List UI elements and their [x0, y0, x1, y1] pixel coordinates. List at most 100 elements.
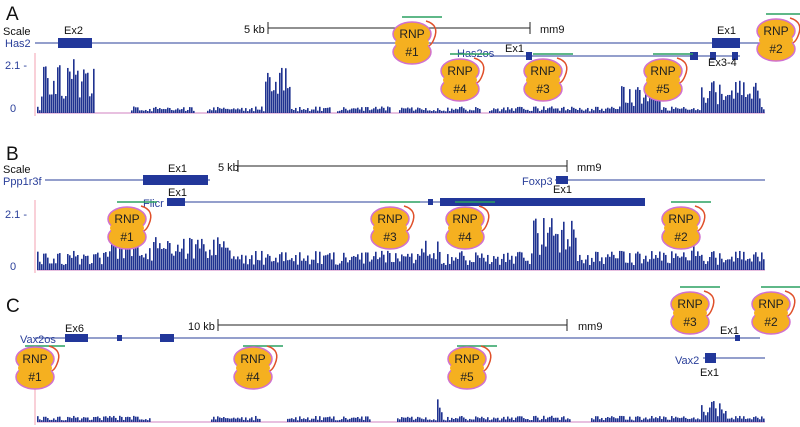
exon: [160, 334, 174, 342]
coverage-bar: [503, 416, 505, 422]
coverage-bar: [289, 86, 291, 113]
coverage-bar: [453, 260, 455, 270]
coverage-bar: [691, 109, 693, 113]
coverage-bar: [173, 110, 175, 113]
coverage-bar: [497, 256, 499, 270]
coverage-bar: [225, 247, 227, 270]
coverage-bar: [471, 262, 473, 270]
coverage-bar: [449, 420, 451, 422]
coverage-bar: [171, 253, 173, 270]
coverage-bar: [291, 108, 293, 113]
coverage-bar: [619, 250, 621, 270]
gene-label: Ppp1r3f: [3, 176, 42, 188]
coverage-bar: [543, 415, 545, 422]
coverage-bar: [59, 253, 61, 270]
coverage-bar: [473, 262, 475, 270]
coverage-bar: [353, 108, 355, 113]
coverage-bar: [117, 420, 119, 422]
coverage-bar: [381, 250, 383, 270]
coverage-bar: [437, 108, 439, 113]
coverage-bar: [537, 417, 539, 422]
coverage-bar: [655, 417, 657, 422]
coverage-bar: [573, 229, 575, 270]
coverage-bar: [67, 67, 69, 113]
coverage-bar: [523, 108, 525, 113]
coverage-bar: [269, 255, 271, 270]
coverage-bar: [519, 251, 521, 270]
coverage-bar: [621, 415, 623, 422]
coverage-bar: [63, 420, 65, 422]
coverage-bar: [57, 67, 59, 113]
coverage-bar: [125, 417, 127, 422]
coverage-bar: [601, 108, 603, 113]
coverage-bar: [297, 111, 299, 113]
coverage-bar: [457, 109, 459, 113]
coverage-bar: [611, 416, 613, 422]
coverage-bar: [331, 418, 333, 422]
coverage-bar: [597, 106, 599, 113]
coverage-bar: [519, 416, 521, 422]
rnp-body: [646, 72, 680, 88]
coverage-bar: [717, 416, 719, 422]
coverage-bar: [649, 418, 651, 422]
coverage-bar: [327, 107, 329, 113]
coverage-bar: [665, 254, 667, 270]
coverage-bar: [413, 419, 415, 422]
coverage-bar: [739, 250, 741, 270]
coverage-bar: [407, 253, 409, 270]
coverage-bar: [409, 108, 411, 113]
coverage-bar: [79, 97, 81, 113]
coverage-bar: [265, 257, 267, 270]
coverage-bar: [475, 416, 477, 422]
coverage-bar: [697, 109, 699, 113]
coverage-bar: [533, 416, 535, 422]
coverage-bar: [147, 111, 149, 113]
coverage-bar: [569, 419, 571, 422]
coverage-bar: [285, 68, 287, 113]
coverage-bar: [169, 243, 171, 270]
coverage-bar: [699, 255, 701, 270]
coverage-bar: [421, 248, 423, 270]
coverage-bar: [579, 254, 581, 270]
coverage-bar: [419, 417, 421, 422]
coverage-bar: [199, 248, 201, 270]
coverage-bar: [295, 417, 297, 422]
coverage-bar: [163, 248, 165, 270]
coverage-bar: [759, 98, 761, 113]
coverage-bar: [273, 90, 275, 113]
coverage-bar: [119, 415, 121, 422]
coverage-bar: [587, 107, 589, 113]
coverage-bar: [147, 420, 149, 422]
coverage-bar: [435, 111, 437, 113]
coverage-bar: [217, 106, 219, 113]
coverage-bar: [449, 263, 451, 270]
coverage-bar: [229, 250, 231, 270]
coverage-bar: [313, 418, 315, 422]
rnp-number: #1: [405, 45, 419, 59]
coverage-bar: [119, 234, 121, 270]
coverage-bar: [607, 254, 609, 270]
coverage-bar: [425, 108, 427, 113]
coverage-bar: [497, 417, 499, 422]
rnp-complex: RNP #3: [370, 201, 420, 250]
coverage-bar: [531, 420, 533, 422]
coverage-bar: [313, 259, 315, 270]
coverage-bar: [389, 253, 391, 270]
coverage-bar: [71, 257, 73, 270]
coverage-bar: [363, 263, 365, 270]
exon: [690, 52, 698, 60]
coverage-bar: [77, 70, 79, 113]
coverage-bar: [683, 252, 685, 270]
coverage-bar: [241, 254, 243, 270]
coverage-bar: [593, 110, 595, 113]
coverage-bar: [237, 108, 239, 113]
coverage-bar: [97, 416, 99, 422]
coverage-bar: [567, 109, 569, 113]
coverage-bar: [53, 80, 55, 113]
rnp-complex: RNP #2: [751, 286, 800, 335]
coverage-bar: [461, 416, 463, 422]
coverage-bar: [89, 264, 91, 270]
coverage-bar: [739, 415, 741, 422]
coverage-bar: [249, 418, 251, 422]
coverage-bar: [641, 419, 643, 422]
